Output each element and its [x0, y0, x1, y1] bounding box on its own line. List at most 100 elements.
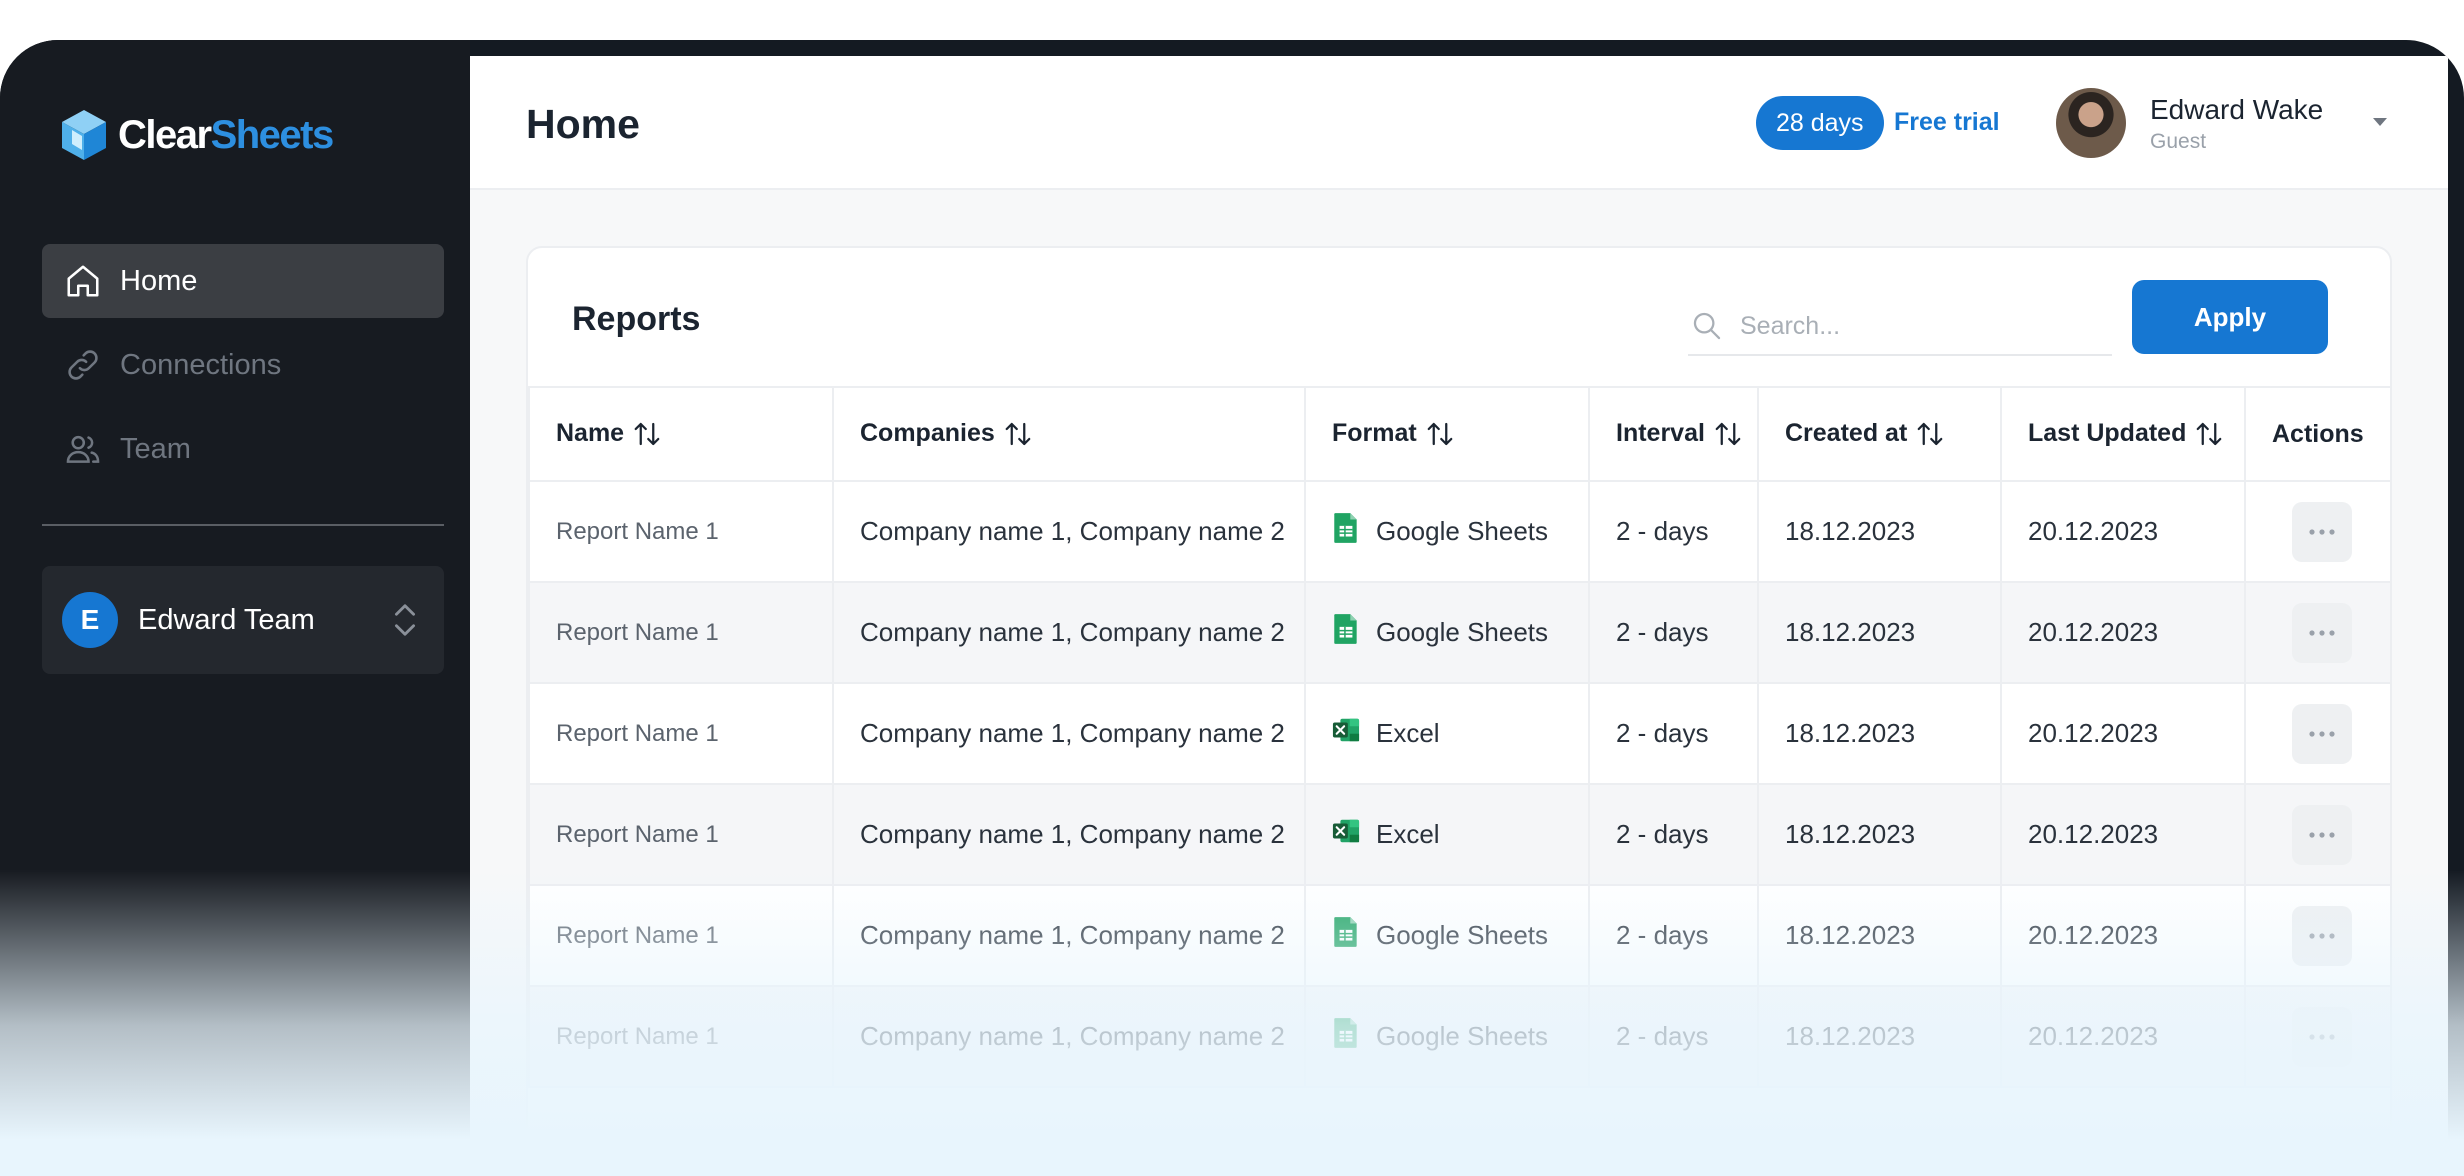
chevron-up-down-icon [395, 604, 415, 636]
created-at-cell: 18.12.2023 [1757, 682, 2002, 785]
column-header-format[interactable]: Format [1304, 386, 1590, 482]
interval-cell: 2 - days [1588, 783, 1759, 886]
team-switcher[interactable]: E Edward Team [42, 566, 444, 674]
interval-cell: 2 - days [1588, 884, 1759, 987]
link-icon [68, 350, 98, 380]
companies-cell: Company name 1, Company name 2 [832, 682, 1306, 785]
format-cell: Excel [1304, 783, 1590, 886]
more-horizontal-icon [2309, 932, 2335, 939]
table-header-row: Name Companies Format Interval Created a… [528, 386, 2390, 482]
users-icon [66, 435, 100, 463]
actions-cell [2244, 985, 2390, 1088]
interval-cell: 2 - days [1588, 581, 1759, 684]
last-updated-cell: 20.12.2023 [2000, 783, 2246, 886]
logo-wordmark: ClearSheets [118, 112, 334, 157]
cube-logo-icon [62, 110, 106, 160]
column-header-actions: Actions [2244, 386, 2390, 482]
row-actions-button[interactable] [2292, 703, 2352, 764]
top-bar: Home 28 days Free trial Edward Wake Gues… [470, 56, 2448, 190]
table-row[interactable]: Report Name 1 Company name 1, Company na… [528, 884, 2390, 987]
search-box[interactable] [1688, 298, 2112, 356]
companies-cell: Company name 1, Company name 2 [832, 480, 1306, 583]
sidebar-item-team[interactable]: Team [42, 412, 444, 486]
report-name-cell[interactable]: Report Name 1 [528, 480, 834, 583]
reports-card: Reports Apply Name Companies Format [526, 246, 2392, 1176]
actions-cell [2244, 783, 2390, 886]
excel-icon [1332, 815, 1360, 854]
row-actions-button[interactable] [2292, 501, 2352, 562]
report-name-cell[interactable]: Report Name 1 [528, 985, 834, 1088]
google-sheets-icon [1332, 512, 1360, 551]
sidebar-item-label: Connections [120, 348, 282, 381]
interval-cell: 2 - days [1588, 682, 1759, 785]
actions-cell [2244, 884, 2390, 987]
created-at-cell: 18.12.2023 [1757, 985, 2002, 1088]
app-window: ClearSheets Home Connections Team E Edwa… [0, 40, 2464, 1176]
interval-cell: 2 - days [1588, 480, 1759, 583]
team-avatar: E [62, 592, 118, 648]
created-at-cell: 18.12.2023 [1757, 581, 2002, 684]
format-label: Google Sheets [1376, 617, 1549, 647]
actions-cell [2244, 682, 2390, 785]
app-logo[interactable]: ClearSheets [58, 108, 334, 162]
search-icon [1693, 312, 1721, 340]
report-name-cell[interactable]: Report Name 1 [528, 884, 834, 987]
created-at-cell: 18.12.2023 [1757, 480, 2002, 583]
trial-days-badge: 28 days [1756, 96, 1884, 150]
row-actions-button[interactable] [2292, 804, 2352, 865]
home-icon [67, 265, 99, 297]
interval-cell: 2 - days [1588, 985, 1759, 1088]
report-name-cell[interactable]: Report Name 1 [528, 682, 834, 785]
table-row[interactable]: Report Name 1 Company name 1, Company na… [528, 783, 2390, 886]
caret-down-icon[interactable] [2370, 114, 2390, 130]
sidebar-item-connections[interactable]: Connections [42, 328, 444, 402]
row-actions-button[interactable] [2292, 602, 2352, 663]
format-label: Excel [1376, 819, 1440, 849]
more-horizontal-icon [2309, 528, 2335, 535]
column-header-name[interactable]: Name [528, 386, 834, 482]
format-cell: Google Sheets [1304, 480, 1590, 583]
team-name: Edward Team [138, 603, 315, 636]
user-name[interactable]: Edward Wake [2150, 94, 2324, 125]
actions-cell [2244, 581, 2390, 684]
last-updated-cell: 20.12.2023 [2000, 884, 2246, 987]
column-header-interval[interactable]: Interval [1588, 386, 1759, 482]
reports-title: Reports [572, 300, 701, 338]
sort-icon [1917, 423, 1943, 446]
table-row[interactable]: Report Name 1 Company name 1, Company na… [528, 682, 2390, 785]
column-header-created-at[interactable]: Created at [1757, 386, 2002, 482]
table-row[interactable]: Report Name 1 Company name 1, Company na… [528, 480, 2390, 583]
report-name-cell[interactable]: Report Name 1 [528, 581, 834, 684]
created-at-cell: 18.12.2023 [1757, 884, 2002, 987]
last-updated-cell: 20.12.2023 [2000, 581, 2246, 684]
companies-cell: Company name 1, Company name 2 [832, 884, 1306, 987]
column-header-last-updated[interactable]: Last Updated [2000, 386, 2246, 482]
format-label: Google Sheets [1376, 516, 1549, 546]
google-sheets-icon [1332, 1017, 1360, 1056]
companies-cell: Company name 1, Company name 2 [832, 985, 1306, 1088]
sort-icon [2196, 423, 2222, 446]
companies-cell: Company name 1, Company name 2 [832, 783, 1306, 886]
user-avatar[interactable] [2056, 88, 2126, 158]
page-title: Home [526, 101, 640, 147]
sidebar-item-home[interactable]: Home [42, 244, 444, 318]
sort-icon [1715, 423, 1741, 446]
actions-cell [2244, 480, 2390, 583]
column-header-companies[interactable]: Companies [832, 386, 1306, 482]
report-name-cell[interactable]: Report Name 1 [528, 783, 834, 886]
main-content: Home 28 days Free trial Edward Wake Gues… [470, 56, 2448, 1176]
user-role: Guest [2150, 130, 2207, 153]
apply-button[interactable]: Apply [2132, 280, 2328, 354]
row-actions-button[interactable] [2292, 1006, 2352, 1067]
sort-icon [634, 423, 660, 446]
last-updated-cell: 20.12.2023 [2000, 480, 2246, 583]
search-input[interactable] [1740, 311, 2100, 341]
table-row[interactable]: Report Name 1 Company name 1, Company na… [528, 581, 2390, 684]
free-trial-link[interactable]: Free trial [1894, 108, 2000, 136]
row-actions-button[interactable] [2292, 905, 2352, 966]
sort-icon [1005, 423, 1031, 446]
google-sheets-icon [1332, 613, 1360, 652]
more-horizontal-icon [2309, 629, 2335, 636]
table-row[interactable]: Report Name 1 Company name 1, Company na… [528, 985, 2390, 1088]
